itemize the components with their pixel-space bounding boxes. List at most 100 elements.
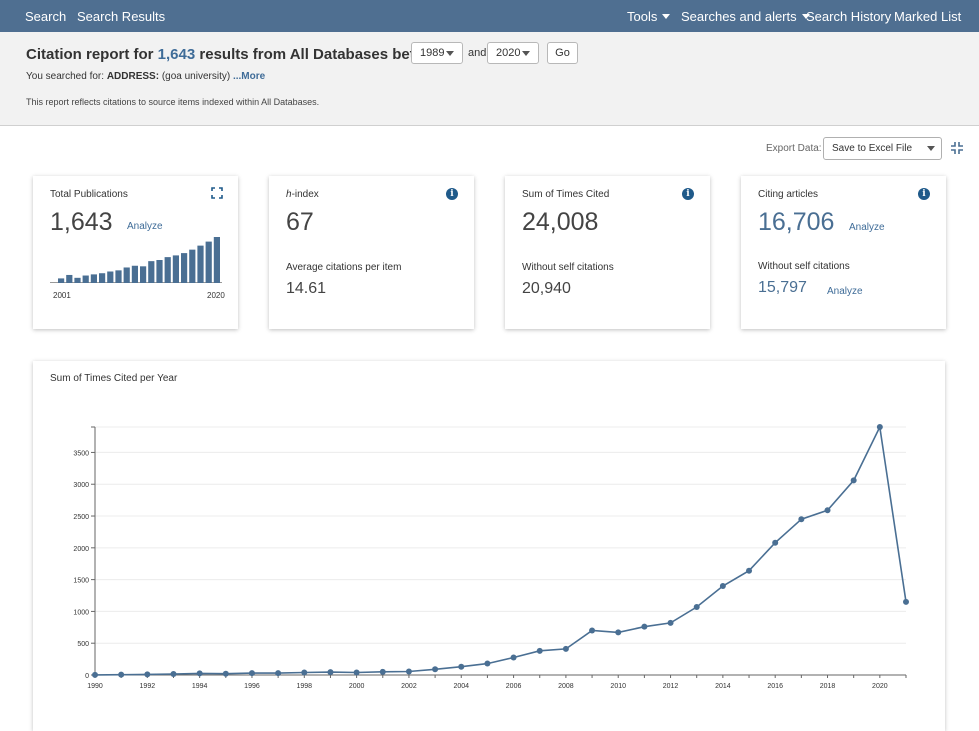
year-to-value: 2020 <box>496 47 521 59</box>
publications-sparkline <box>50 237 222 283</box>
data-point <box>353 669 360 676</box>
sparkline-bar <box>66 274 73 283</box>
chevron-down-icon <box>927 146 935 151</box>
sparkline-bar <box>107 271 114 283</box>
total-publications-card: Total Publications 1,643 Analyze 2001 20… <box>33 176 238 329</box>
data-point <box>667 619 674 626</box>
nav-search-link[interactable]: Search <box>25 9 67 24</box>
year-to-select[interactable]: 2020 <box>487 42 539 64</box>
data-point <box>719 582 726 589</box>
result-count-link[interactable]: 1,643 <box>157 46 196 63</box>
x-tick-label: 2010 <box>610 683 626 690</box>
export-data-label: Export Data: <box>766 143 822 154</box>
nav-marked-list-link[interactable]: Marked List <box>894 9 962 24</box>
export-data-select[interactable]: Save to Excel File <box>823 137 942 160</box>
sparkline-end-year: 2020 <box>207 291 225 300</box>
x-tick-label: 1996 <box>244 683 260 690</box>
y-tick-label: 1500 <box>73 578 89 585</box>
info-icon[interactable]: i <box>682 188 694 200</box>
times-cited-per-year-card: Sum of Times Cited per Year 0 500 1000 1500… <box>33 361 945 731</box>
export-selected-value: Save to Excel File <box>832 143 913 154</box>
top-nav-bar: Search Search Results Tools Searches and… <box>0 0 979 32</box>
expand-icon[interactable] <box>211 187 223 199</box>
h-index-card: h-index i 67 Average citations per item … <box>269 176 474 329</box>
y-tick-label: 3500 <box>73 450 89 457</box>
citing-without-self-value[interactable]: 15,797 <box>758 279 807 296</box>
x-tick-label: 2004 <box>453 683 469 690</box>
x-tick-label: 2018 <box>820 683 836 690</box>
h-index-value: 67 <box>286 208 314 236</box>
searched-prefix: You searched for: <box>26 71 105 82</box>
x-tick-label: 1994 <box>192 683 208 690</box>
data-point <box>405 668 412 675</box>
nav-search-history-link[interactable]: Search History <box>806 9 892 24</box>
x-tick-label: 2016 <box>767 683 783 690</box>
times-cited-card: Sum of Times Cited i 24,008 Without self… <box>505 176 710 329</box>
go-button[interactable]: Go <box>547 42 578 64</box>
series-line <box>94 424 907 676</box>
data-point <box>746 567 753 574</box>
data-point <box>458 663 465 670</box>
x-tick-label: 2008 <box>558 683 574 690</box>
x-tick-label: 1998 <box>297 683 313 690</box>
times-cited-line-chart: 0 500 1000 1500 2000 2500 3000 3500 1990 1992 1994… <box>73 424 909 690</box>
chevron-down-icon <box>662 14 671 19</box>
sparkline-bar <box>148 261 155 283</box>
data-point <box>432 666 439 673</box>
data-point <box>772 539 779 546</box>
data-point <box>301 669 308 676</box>
sparkline-bar <box>197 245 204 283</box>
times-cited-without-self-label: Without self citations <box>522 262 614 273</box>
data-point <box>615 629 622 636</box>
citing-without-self-analyze-link[interactable]: Analyze <box>827 286 863 297</box>
nav-search-results-link[interactable]: Search Results <box>77 9 166 24</box>
sparkline-bar <box>131 265 138 283</box>
data-point <box>824 507 831 514</box>
data-point <box>641 623 648 630</box>
citing-articles-value[interactable]: 16,706 <box>758 208 835 236</box>
publications-analyze-link[interactable]: Analyze <box>127 221 163 232</box>
x-tick-label: 2000 <box>349 683 365 690</box>
nav-searches-alerts-menu[interactable]: Searches and alerts <box>681 9 810 24</box>
total-publications-label: Total Publications <box>50 189 128 200</box>
year-from-select[interactable]: 1989 <box>411 42 463 64</box>
data-point <box>903 598 909 605</box>
data-point <box>248 670 255 677</box>
data-point <box>589 627 596 634</box>
sparkline-bar <box>74 277 81 283</box>
data-point <box>275 670 282 677</box>
x-tick-label: 2006 <box>506 683 522 690</box>
nav-searches-alerts-label: Searches and alerts <box>681 9 797 24</box>
sparkline-bar <box>181 253 188 283</box>
citing-analyze-link[interactable]: Analyze <box>849 222 885 233</box>
more-link[interactable]: ...More <box>232 71 266 82</box>
page-title: Citation report for 1,643 results from A… <box>26 46 452 63</box>
data-point <box>222 670 229 677</box>
data-point <box>379 668 386 675</box>
title-prefix: Citation report for <box>26 46 154 63</box>
data-point <box>118 671 125 678</box>
data-point <box>144 671 151 678</box>
sparkline-bar <box>172 255 179 283</box>
data-point <box>92 671 98 678</box>
data-point <box>850 477 857 484</box>
sparkline-bar <box>140 266 147 283</box>
y-tick-label: 1000 <box>73 609 89 616</box>
chevron-down-icon <box>801 14 810 19</box>
sparkline-bar <box>189 249 196 283</box>
and-label: and <box>468 47 487 59</box>
h-index-label-italic: h <box>286 189 292 200</box>
info-icon[interactable]: i <box>918 188 930 200</box>
data-point <box>876 424 883 430</box>
nav-tools-label: Tools <box>627 9 658 24</box>
chart-title: Sum of Times Cited per Year <box>50 373 178 384</box>
collapse-icon[interactable] <box>950 141 964 155</box>
sparkline-bar <box>58 278 65 283</box>
data-point <box>510 654 517 661</box>
info-icon[interactable]: i <box>446 188 458 200</box>
y-tick-label: 500 <box>77 641 89 648</box>
search-query-line: You searched for: ADDRESS: (goa universi… <box>26 71 265 82</box>
times-cited-without-self-value: 20,940 <box>522 280 571 297</box>
nav-tools-menu[interactable]: Tools <box>627 9 671 24</box>
report-header: Citation report for 1,643 results from A… <box>0 32 979 126</box>
